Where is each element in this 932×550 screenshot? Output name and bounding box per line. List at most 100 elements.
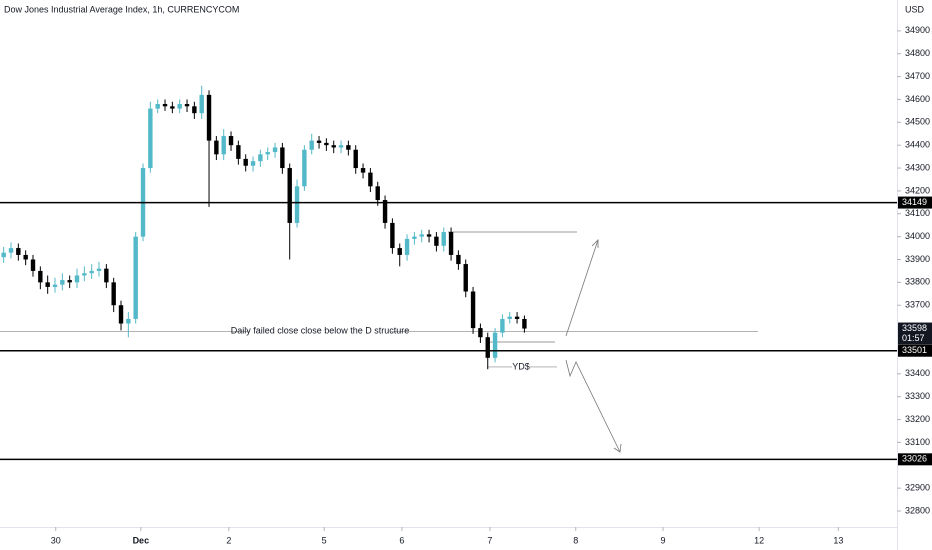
candle-body	[162, 104, 168, 107]
candle-body	[89, 270, 94, 274]
candle-body	[23, 254, 28, 260]
candle-body	[419, 234, 424, 237]
candle-body	[382, 200, 388, 223]
candle-body	[45, 282, 50, 287]
candle-body	[456, 254, 461, 265]
candle-body	[199, 94, 204, 114]
y-tick-label: 33700	[905, 300, 930, 310]
x-tick-label: 30	[51, 535, 61, 545]
candle-body	[118, 305, 124, 324]
candle-body	[412, 236, 417, 239]
candle-body	[133, 236, 138, 319]
candle-body	[272, 147, 278, 153]
candle-body	[353, 149, 358, 169]
candle-body	[346, 145, 351, 150]
candle-body	[368, 172, 373, 187]
y-tick-label: 34000	[905, 231, 930, 241]
x-tick-label: 7	[487, 535, 492, 545]
arrow	[565, 239, 599, 337]
x-tick-label: 12	[754, 535, 764, 545]
candle-body	[514, 316, 520, 319]
candle-body	[16, 248, 21, 255]
x-tick-label: 2	[226, 535, 231, 545]
price-label: 33501	[902, 345, 927, 355]
arrow-head	[591, 239, 599, 248]
y-tick-label: 34200	[905, 185, 930, 195]
candle-body	[522, 318, 527, 329]
candle-body	[126, 318, 131, 324]
candle-body	[294, 186, 300, 223]
y-tick-label: 33300	[905, 391, 930, 401]
price-label-bg	[898, 196, 932, 209]
x-tick-label: Dec	[133, 535, 150, 545]
y-tick-label: 34800	[905, 48, 930, 58]
candle-body	[38, 270, 43, 283]
candle-body	[287, 168, 292, 223]
candle-body	[324, 142, 329, 146]
candle-body	[228, 136, 234, 146]
y-tick-label: 33100	[905, 437, 930, 447]
candle-body	[280, 147, 285, 169]
candle-body	[82, 273, 87, 276]
candle-body	[338, 145, 344, 148]
candle-body	[74, 275, 80, 283]
candle-body	[184, 104, 190, 107]
candle-body	[485, 337, 490, 358]
x-tick-label: 6	[399, 535, 404, 545]
candle-body	[192, 106, 197, 114]
candle-body	[258, 154, 263, 162]
x-tick-label: 9	[661, 535, 666, 545]
arrow	[565, 359, 621, 453]
candle-body	[60, 280, 65, 285]
y-tick-label: 33400	[905, 368, 930, 378]
y-tick-label: 33900	[905, 254, 930, 264]
price-label-bg	[898, 453, 932, 466]
y-axis-label: USD	[905, 4, 925, 14]
candle-body	[397, 248, 402, 255]
y-tick-label: 34100	[905, 208, 930, 218]
candle-body	[404, 238, 410, 255]
x-tick-label: 8	[573, 535, 578, 545]
price-label-bg	[898, 344, 932, 357]
candle-body	[478, 328, 483, 338]
candle-body	[316, 140, 322, 143]
y-tick-label: 33800	[905, 277, 930, 287]
annotation-bg	[249, 326, 391, 337]
candle-body	[250, 161, 256, 166]
candle-body	[155, 104, 160, 109]
candle-body	[463, 264, 468, 292]
countdown: 01:57	[902, 333, 925, 343]
candle-body	[331, 145, 336, 148]
candle-body	[104, 268, 109, 283]
candle-body	[302, 149, 307, 187]
candle-body	[243, 158, 248, 166]
candle-body	[500, 318, 505, 333]
annotation: YD$	[512, 361, 530, 371]
y-tick-label: 34500	[905, 117, 930, 127]
annotation: Daily failed close close below the D str…	[231, 326, 410, 336]
y-tick-label: 34900	[905, 25, 930, 35]
candle-body	[30, 259, 36, 271]
x-tick-label: 5	[322, 535, 327, 545]
candle-body	[507, 316, 512, 319]
candle-body	[1, 252, 6, 258]
current-price: 33598	[902, 323, 927, 333]
candle-body	[470, 291, 476, 329]
y-tick-label: 34600	[905, 94, 930, 104]
candle-body	[221, 136, 226, 155]
candle-body	[8, 248, 14, 253]
candle-body	[265, 152, 270, 155]
x-tick-label: 13	[833, 535, 843, 545]
candle-body	[448, 232, 454, 255]
candle-body	[214, 140, 219, 155]
candle-body	[96, 268, 102, 271]
candle-body	[170, 106, 175, 109]
y-tick-label: 34400	[905, 140, 930, 150]
candle-body	[111, 282, 116, 306]
y-tick-label: 32800	[905, 505, 930, 515]
y-tick-label: 34300	[905, 162, 930, 172]
candle-body	[236, 145, 241, 159]
candle-body	[52, 284, 58, 287]
y-tick-label: 32900	[905, 483, 930, 493]
